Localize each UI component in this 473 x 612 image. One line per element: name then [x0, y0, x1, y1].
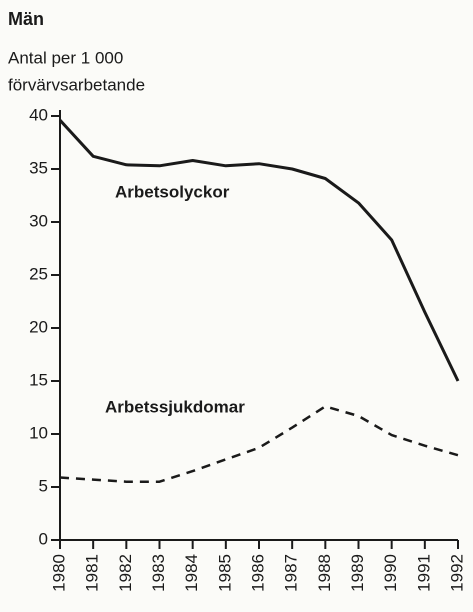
- series-line: [59, 405, 459, 483]
- x-tick-label: 1986: [248, 554, 267, 592]
- x-tick-label: 1980: [49, 554, 68, 592]
- y-tick-label: 40: [29, 105, 48, 124]
- y-tick-label: 15: [29, 370, 48, 389]
- x-tick-label: 1984: [182, 554, 201, 592]
- y-tick-label: 35: [29, 158, 48, 177]
- x-tick-label: 1981: [83, 554, 102, 592]
- x-tick-label: 1982: [116, 554, 135, 592]
- chart-title: Män: [8, 9, 44, 29]
- x-tick-label: 1988: [315, 554, 334, 592]
- y-tick-label: 0: [39, 529, 48, 548]
- y-tick-label: 20: [29, 317, 48, 336]
- y-tick-label: 25: [29, 264, 48, 283]
- y-tick-label: 10: [29, 423, 48, 442]
- x-tick-label: 1989: [348, 554, 367, 592]
- y-axis-label: Antal per 1 000: [8, 48, 123, 67]
- y-axis-label: förvärvsarbetande: [8, 75, 145, 94]
- x-tick-label: 1990: [381, 554, 400, 592]
- x-tick-label: 1991: [414, 554, 433, 592]
- series-label: Arbetsolyckor: [115, 182, 230, 201]
- series-label: Arbetssjukdomar: [105, 397, 245, 416]
- x-tick-label: 1985: [215, 554, 234, 592]
- x-tick-label: 1992: [447, 554, 466, 592]
- y-tick-label: 5: [39, 476, 48, 495]
- x-tick-label: 1987: [282, 554, 301, 592]
- y-tick-label: 30: [29, 211, 48, 230]
- x-tick-label: 1983: [149, 554, 168, 592]
- series-line: [58, 119, 460, 382]
